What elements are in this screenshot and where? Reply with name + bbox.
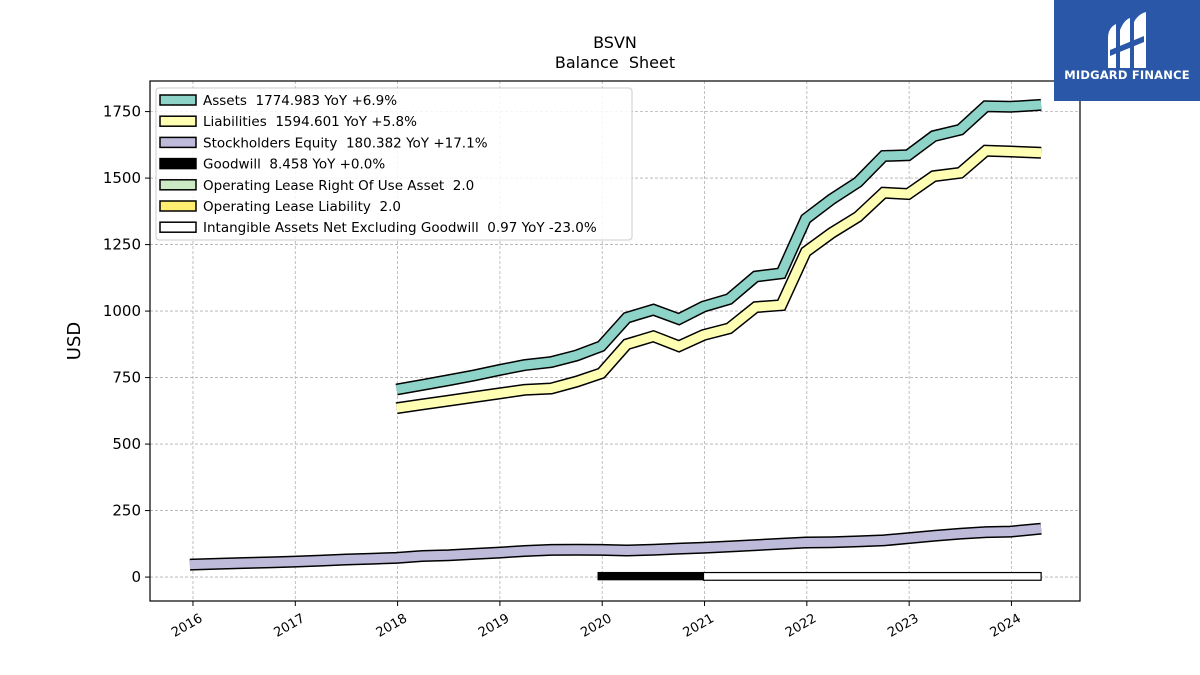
legend-entry: Liabilities 1594.601 YoY +5.8% [203, 114, 417, 130]
legend-swatch [159, 94, 197, 106]
legend-box [155, 87, 633, 241]
x-tick-label: 2017 [271, 611, 307, 641]
chart-title: BSVN [593, 33, 637, 52]
y-tick-label: 250 [112, 502, 141, 520]
chart-subtitle: Balance Sheet [555, 53, 675, 72]
legend-entry: Assets 1774.983 YoY +6.9% [203, 93, 397, 109]
y-axis-label: USD [64, 322, 85, 360]
y-tick-label: 750 [112, 369, 141, 387]
legend-entry: Operating Lease Liability 2.0 [203, 199, 401, 215]
legend: Assets 1774.983 YoY +6.9% Liabilities 159… [155, 87, 633, 241]
legend-entry: Stockholders Equity 180.382 YoY +17.1% [203, 135, 488, 151]
legend-swatch [159, 221, 197, 233]
y-tick-label: 1750 [103, 103, 141, 121]
x-tick-label: 2023 [885, 611, 921, 641]
midgard-logo: MIDGARD FINANCE [1054, 0, 1200, 101]
x-tick-label: 2020 [578, 611, 614, 641]
legend-swatch [159, 157, 197, 170]
x-tick-label: 2016 [169, 611, 205, 641]
legend-swatch [159, 179, 197, 191]
legend-swatch [159, 136, 197, 149]
logo-text: MIDGARD FINANCE [1064, 68, 1190, 82]
y-tick-label: 1000 [103, 302, 141, 320]
x-tick-label: 2024 [988, 611, 1024, 641]
band-intangible-assets-net-excluding-goodwill [702, 571, 1042, 581]
series-line-stockholders-equity [189, 524, 1042, 570]
band-goodwill [597, 571, 705, 581]
plot-frame [149, 80, 1081, 602]
legend-entry: Goodwill 8.458 YoY +0.0% [203, 157, 385, 173]
x-tick-label: 2022 [783, 611, 819, 641]
legend-entry: Intangible Assets Net Excluding Goodwill… [203, 220, 597, 236]
series-line-assets [395, 100, 1042, 394]
legend-swatch [159, 200, 197, 212]
legend-swatch [159, 115, 197, 127]
y-tick-label: 500 [112, 435, 141, 453]
x-tick-label: 2021 [681, 611, 717, 641]
bands [597, 571, 1042, 581]
series-line-liabilities [395, 146, 1042, 413]
legend-entry: Operating Lease Right Of Use Asset 2.0 [203, 178, 474, 194]
midgard-logo-icon [1108, 12, 1146, 68]
y-tick-label: 0 [131, 568, 141, 586]
y-tick-label: 1250 [103, 236, 141, 254]
x-tick-label: 2018 [374, 611, 410, 641]
y-tick-label: 1500 [103, 169, 141, 187]
x-tick-label: 2019 [476, 611, 512, 641]
series-lines [189, 98, 1042, 571]
